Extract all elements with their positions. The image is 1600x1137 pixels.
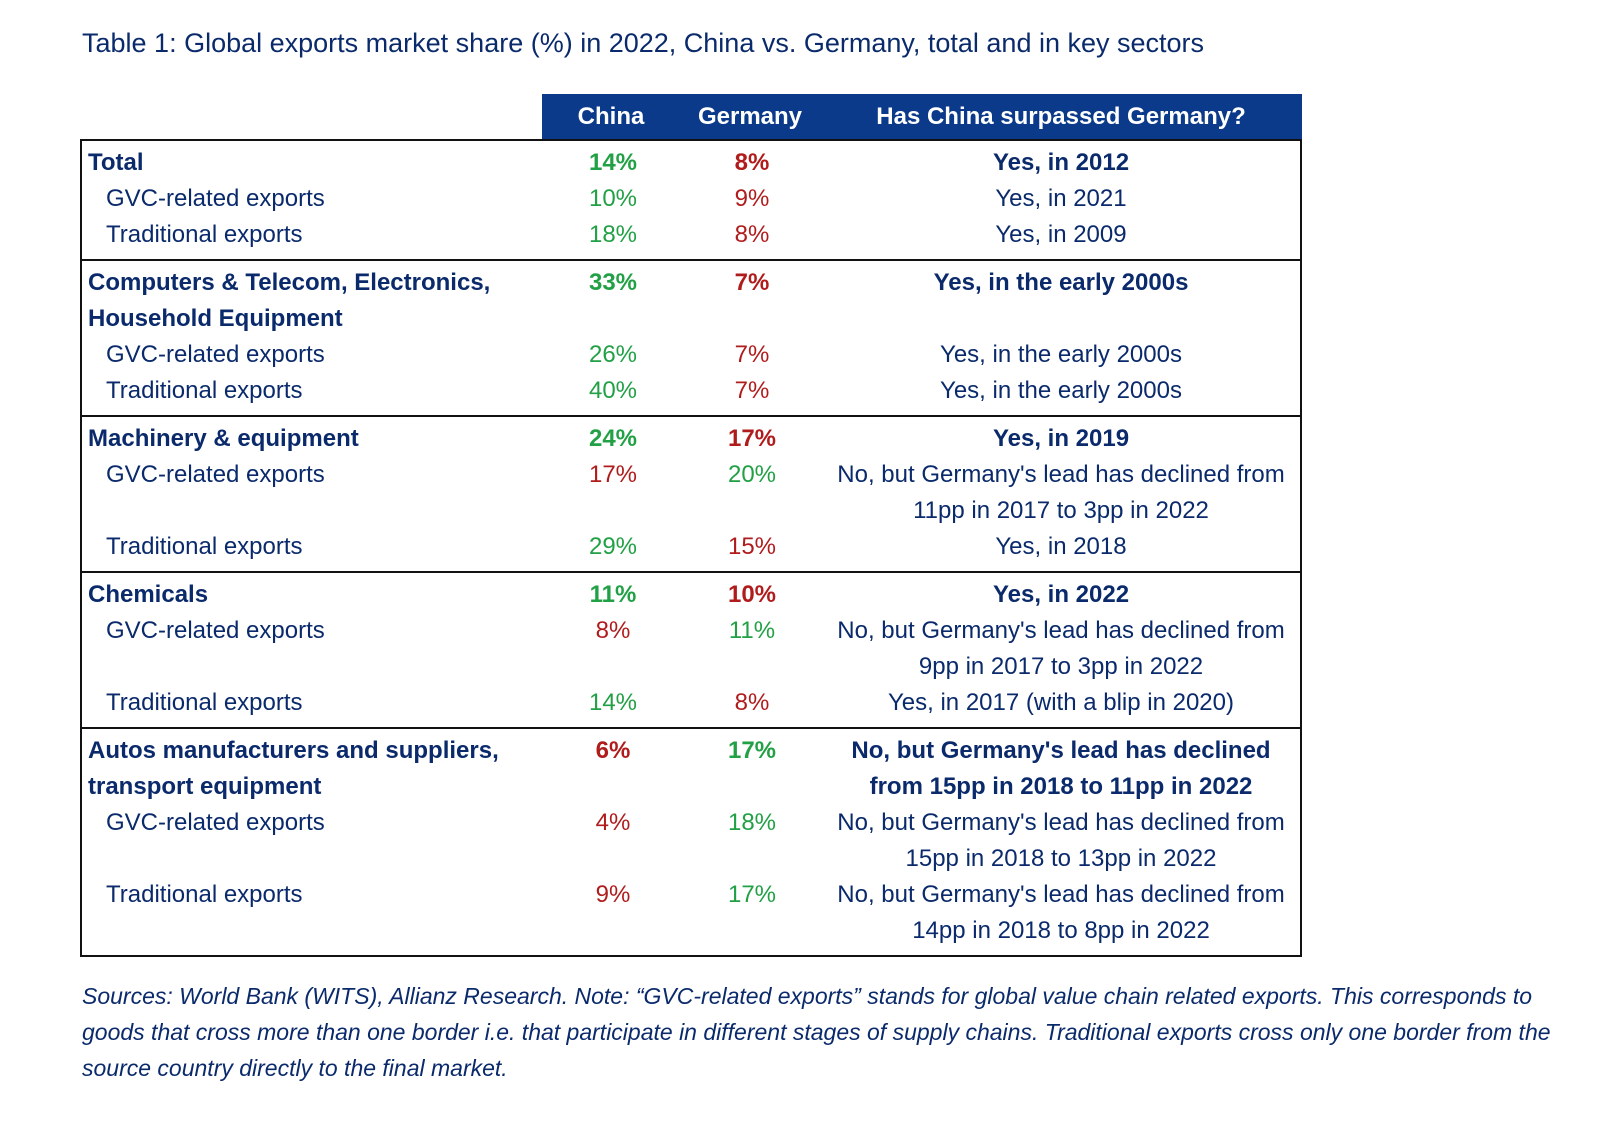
table-row: Total 14% 8% Yes, in 2012 <box>82 145 1300 181</box>
china-share: 10% <box>588 185 638 212</box>
germany-share: 17% <box>727 881 777 908</box>
sector-label: Autos manufacturers and suppliers, trans… <box>88 737 499 800</box>
china-share: 29% <box>588 533 638 560</box>
germany-share: 8% <box>734 221 770 248</box>
subsector-label: Traditional exports <box>106 689 303 716</box>
market-share-table: China Germany Has China surpassed German… <box>80 94 1302 957</box>
germany-share: 7% <box>734 377 770 404</box>
header-germany: Germany <box>697 103 803 130</box>
table-row: Traditional exports 14% 8% Yes, in 2017 … <box>82 685 1300 721</box>
germany-share: 17% <box>727 425 777 452</box>
subsector-label: GVC-related exports <box>106 809 325 836</box>
table-row: Computers & Telecom, Electronics, Househ… <box>82 265 1300 337</box>
surpassed-answer: Yes, in 2012 <box>992 149 1130 176</box>
china-share: 24% <box>588 425 638 452</box>
germany-share: 7% <box>734 269 770 296</box>
china-share: 9% <box>595 881 631 908</box>
table-row: GVC-related exports 17% 20% No, but Germ… <box>82 457 1300 529</box>
surpassed-answer: No, but Germany's lead has declined from… <box>851 737 1271 800</box>
subsector-label: GVC-related exports <box>106 617 325 644</box>
surpassed-answer: Yes, in 2018 <box>995 533 1127 560</box>
table-row: GVC-related exports 26% 7% Yes, in the e… <box>82 337 1300 373</box>
germany-share: 10% <box>727 581 777 608</box>
germany-share: 18% <box>727 809 777 836</box>
germany-share: 8% <box>734 689 770 716</box>
surpassed-answer: No, but Germany's lead has declined from… <box>837 881 1285 944</box>
germany-share: 7% <box>734 341 770 368</box>
surpassed-answer: Yes, in the early 2000s <box>940 377 1182 404</box>
surpassed-answer: Yes, in 2022 <box>992 581 1130 608</box>
subsector-label: GVC-related exports <box>106 461 325 488</box>
sector-group-total: Total 14% 8% Yes, in 2012 GVC-related ex… <box>82 141 1300 259</box>
table-row: Chemicals 11% 10% Yes, in 2022 <box>82 577 1300 613</box>
china-share: 18% <box>588 221 638 248</box>
table-row: GVC-related exports 10% 9% Yes, in 2021 <box>82 181 1300 217</box>
germany-share: 17% <box>727 737 777 764</box>
china-share: 8% <box>595 617 631 644</box>
germany-share: 8% <box>734 149 770 176</box>
sector-group-chemicals: Chemicals 11% 10% Yes, in 2022 GVC-relat… <box>82 571 1300 727</box>
china-share: 6% <box>595 737 631 764</box>
table-row: GVC-related exports 8% 11% No, but Germa… <box>82 613 1300 685</box>
subsector-label: GVC-related exports <box>106 185 325 212</box>
header-surpassed-question: Has China surpassed Germany? <box>876 103 1246 130</box>
subsector-label: Traditional exports <box>106 377 303 404</box>
surpassed-answer: No, but Germany's lead has declined from… <box>837 809 1285 872</box>
header-bar <box>542 94 1302 139</box>
germany-share: 20% <box>727 461 777 488</box>
table-title: Table 1: Global exports market share (%)… <box>82 28 1205 58</box>
table-header: China Germany Has China surpassed German… <box>80 94 1302 139</box>
china-share: 14% <box>588 149 638 176</box>
sector-group-machinery: Machinery & equipment 24% 17% Yes, in 20… <box>82 415 1300 571</box>
surpassed-answer: No, but Germany's lead has declined from… <box>837 617 1285 680</box>
table-row: Traditional exports 18% 8% Yes, in 2009 <box>82 217 1300 253</box>
subsector-label: Traditional exports <box>106 533 303 560</box>
surpassed-answer: Yes, in 2017 (with a blip in 2020) <box>887 689 1234 716</box>
surpassed-answer: Yes, in the early 2000s <box>940 341 1182 368</box>
germany-share: 9% <box>734 185 770 212</box>
subsector-label: Traditional exports <box>106 221 303 248</box>
sector-group-computers: Computers & Telecom, Electronics, Househ… <box>82 259 1300 415</box>
sector-label: Machinery & equipment <box>88 425 359 452</box>
china-share: 40% <box>588 377 638 404</box>
sector-group-autos: Autos manufacturers and suppliers, trans… <box>82 727 1300 955</box>
germany-share: 11% <box>728 617 776 644</box>
subsector-label: GVC-related exports <box>106 341 325 368</box>
germany-share: 15% <box>727 533 777 560</box>
china-share: 33% <box>588 269 638 296</box>
china-share: 4% <box>595 809 631 836</box>
china-share: 11% <box>589 581 637 608</box>
table-row: Traditional exports 29% 15% Yes, in 2018 <box>82 529 1300 565</box>
sector-label: Computers & Telecom, Electronics, Househ… <box>88 269 491 332</box>
source-notes: Sources: World Bank (WITS), Allianz Rese… <box>82 983 1551 1081</box>
table-row: GVC-related exports 4% 18% No, but Germa… <box>82 805 1300 877</box>
china-share: 17% <box>588 461 638 488</box>
sector-label: Chemicals <box>88 581 209 608</box>
table-row: Machinery & equipment 24% 17% Yes, in 20… <box>82 421 1300 457</box>
table-row: Traditional exports 40% 7% Yes, in the e… <box>82 373 1300 409</box>
table-row: Autos manufacturers and suppliers, trans… <box>82 733 1300 805</box>
surpassed-answer: Yes, in 2009 <box>995 221 1127 248</box>
surpassed-answer: Yes, in the early 2000s <box>933 269 1189 296</box>
sector-label: Total <box>88 149 144 176</box>
surpassed-answer: Yes, in 2019 <box>992 425 1130 452</box>
subsector-label: Traditional exports <box>106 881 303 908</box>
china-share: 14% <box>588 689 638 716</box>
surpassed-answer: No, but Germany's lead has declined from… <box>837 461 1285 524</box>
table-body: Total 14% 8% Yes, in 2012 GVC-related ex… <box>80 139 1302 957</box>
china-share: 26% <box>588 341 638 368</box>
table-row: Traditional exports 9% 17% No, but Germa… <box>82 877 1300 949</box>
header-china: China <box>577 103 645 130</box>
surpassed-answer: Yes, in 2021 <box>995 185 1127 212</box>
